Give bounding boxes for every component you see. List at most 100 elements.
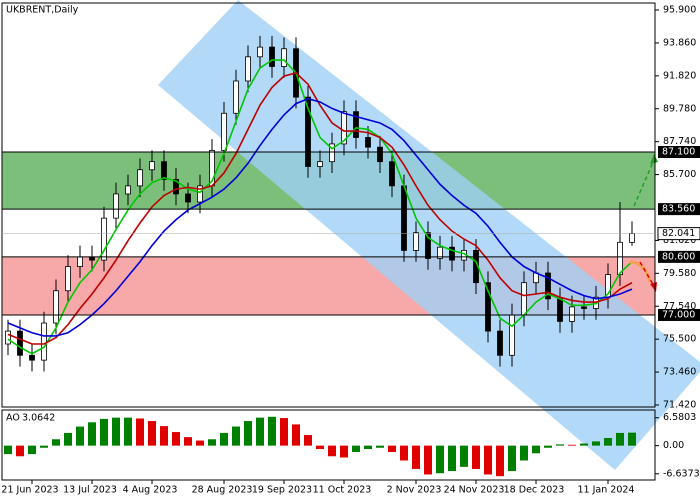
level-box [658,203,700,216]
candle-body [485,282,491,332]
x-tick-label: 24 Nov 2023 [444,485,505,496]
ao-bar [460,445,468,467]
moving-average [7,97,633,337]
chart-title: UKBRENT,Daily [6,5,79,16]
candle-body [137,169,143,187]
ao-bar [592,441,600,446]
ao-bar [196,440,204,446]
ao-bar [316,445,324,450]
candle-body [125,185,131,195]
level-box [658,250,700,263]
ao-bar [424,445,432,475]
candle-body [197,185,203,203]
y-tick-label: 71.420 [663,400,696,411]
ao-bar [136,418,144,446]
ao-bar [544,445,552,448]
level-label: 80.600 [662,251,695,262]
y-tick-label: 0.00 [663,440,684,451]
ao-frame [1,409,656,481]
ao-bar [220,432,228,446]
level-box [658,145,700,158]
candle-body [221,112,227,151]
candle-body [173,179,179,195]
ao-bar [4,445,12,455]
candle-body [617,241,623,276]
candle-body [629,233,635,243]
ao-title: AO [6,413,20,424]
y-tick-label: 77.540 [663,301,696,312]
candle-body [329,143,335,163]
ao-bar [364,445,372,450]
ao-bar [16,445,24,457]
main-frame [1,2,656,408]
y-tick-label: 79.580 [663,268,696,279]
ao-bar [376,445,384,448]
x-tick-label: 28 Aug 2023 [192,485,253,496]
candle-body [413,232,419,251]
ao-bar [472,445,480,469]
x-tick-label: 18 Dec 2023 [504,485,565,496]
candle-body [509,314,515,356]
y-tick-label: -6.6373 [663,468,700,479]
candle-body [149,161,155,171]
candle-body [65,266,71,292]
ao-bar [244,421,252,446]
ao-bar [52,439,60,446]
last-price-label: 82.041 [662,228,695,239]
level-label: 87.100 [662,146,695,157]
level-box [658,308,700,321]
ao-bar [616,432,624,446]
up-arrow-head [650,154,658,164]
candle-body [341,111,347,145]
ao-bar [64,432,72,446]
candle-body [185,193,191,203]
y-tick-label: 89.780 [663,103,696,114]
ao-bar [568,444,576,446]
candle-body [269,46,275,67]
candle-body [437,246,443,259]
candle-body [233,80,239,114]
x-tick-label: 4 Aug 2023 [123,485,178,496]
ao-bar [580,443,588,446]
moving-average [7,72,633,345]
ao-bar [292,424,300,446]
y-tick-label: 87.740 [663,136,696,147]
candle-body [5,330,11,345]
ao-bar [508,445,516,472]
ao-bar [40,445,48,448]
ao-bar [604,438,612,446]
y-tick-label: 85.700 [663,169,696,180]
candle-body [377,146,383,163]
ao-bar [124,417,132,446]
x-tick-label: 19 Sep 2023 [252,485,312,496]
ao-bar [160,426,168,446]
candle-body [389,161,395,187]
ao-bar [268,416,276,446]
y-tick-label: 6.5803 [663,412,696,423]
candle-body [257,46,263,58]
ao-bar [520,445,528,461]
y-tick-label: 81.620 [663,235,696,246]
candle-body [497,330,503,356]
candle-body [449,246,455,261]
down-arrow [639,261,655,287]
y-tick-label: 91.820 [663,70,696,81]
ao-bar [388,445,396,452]
candle-body [113,193,119,219]
ao-bar [112,417,120,446]
y-tick-label: 75.500 [663,334,696,345]
up-arrow [633,159,655,207]
candle-body [305,96,311,167]
candle-body [17,330,23,356]
ao-bar [28,445,36,455]
ao-bar [556,444,564,446]
ao-bar [496,445,504,477]
ao-bar [328,445,336,457]
candle-body [581,306,587,309]
ao-bar [256,417,264,446]
ao-bar [448,445,456,472]
ao-bar [532,445,540,454]
y-tick-label: 73.460 [663,367,696,378]
candle-body [161,161,167,180]
candle-body [245,56,251,82]
